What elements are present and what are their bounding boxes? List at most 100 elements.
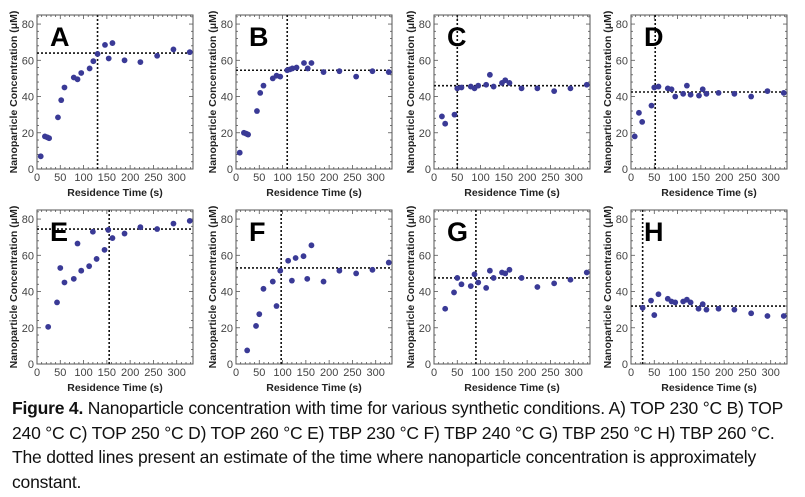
data-point <box>451 289 457 296</box>
y-tick-label: 20 <box>419 128 431 140</box>
data-point <box>475 279 482 286</box>
data-point <box>631 133 638 140</box>
x-tick-label: 0 <box>233 367 239 379</box>
y-tick-label: 20 <box>22 128 34 140</box>
y-axis-title: Nanoparticle Concentration (μM) <box>602 11 614 174</box>
x-tick-label: 50 <box>451 172 463 184</box>
data-point <box>442 120 449 127</box>
panel-d: 0 50 100 150 200 250 300 0 20 40 60 80 Residence Tim… <box>602 11 788 199</box>
data-point <box>273 303 280 309</box>
data-point <box>655 291 662 298</box>
y-tick-label: 40 <box>419 287 431 299</box>
panel-letter: H <box>644 217 664 247</box>
data-point <box>170 220 177 227</box>
y-tick-label: 0 <box>622 164 628 176</box>
y-tick-label: 20 <box>616 323 628 335</box>
data-point <box>74 76 81 83</box>
data-point <box>74 240 81 247</box>
x-tick-label: 200 <box>715 367 733 379</box>
x-tick-label: 100 <box>74 172 92 184</box>
data-point <box>703 306 710 313</box>
y-tick-label: 80 <box>22 19 34 31</box>
data-point <box>336 267 343 274</box>
x-axis-title: Residence Time (s) <box>67 187 163 199</box>
x-tick-label: 200 <box>121 172 139 184</box>
panel-letter: D <box>644 22 664 52</box>
panel-letter: A <box>50 22 70 52</box>
y-tick-label: 20 <box>616 128 628 140</box>
x-tick-label: 50 <box>54 367 66 379</box>
data-point <box>703 90 710 97</box>
x-tick-label: 150 <box>495 367 513 379</box>
x-tick-label: 200 <box>518 367 536 379</box>
panel-f: 0 50 100 150 200 250 300 0 20 40 60 80 Residence Tim… <box>207 206 393 394</box>
plot-frame <box>36 209 194 365</box>
x-tick-label: 150 <box>98 367 116 379</box>
data-point <box>655 83 662 90</box>
x-tick-label: 250 <box>738 172 756 184</box>
data-point <box>551 88 558 94</box>
x-tick-label: 50 <box>54 172 66 184</box>
x-tick-label: 0 <box>431 367 437 379</box>
x-tick-label: 0 <box>628 172 634 184</box>
data-point <box>86 65 93 72</box>
data-point <box>764 88 771 94</box>
data-point <box>731 90 738 97</box>
panel-c: 0 50 100 150 200 250 300 0 20 40 60 80 Residence Tim… <box>405 11 591 199</box>
x-tick-label: 250 <box>144 367 162 379</box>
y-tick-label: 0 <box>28 359 34 371</box>
data-point <box>186 217 193 224</box>
data-point <box>534 85 541 92</box>
data-point <box>58 97 65 104</box>
data-point <box>257 90 264 96</box>
data-point <box>121 57 128 64</box>
y-tick-label: 80 <box>221 19 233 31</box>
data-point <box>699 86 706 93</box>
data-point <box>55 114 61 121</box>
data-point <box>715 305 722 312</box>
data-point <box>483 285 490 291</box>
x-tick-label: 300 <box>168 172 186 184</box>
data-point <box>695 305 702 312</box>
x-tick-label: 200 <box>320 367 338 379</box>
data-point <box>245 131 252 138</box>
panel-letter: G <box>447 217 468 247</box>
x-tick-label: 200 <box>320 172 338 184</box>
y-tick-label: 60 <box>221 250 233 262</box>
data-point <box>78 267 85 274</box>
data-point <box>551 280 558 287</box>
x-tick-label: 50 <box>451 367 463 379</box>
data-point <box>458 84 465 91</box>
x-tick-label: 0 <box>34 367 40 379</box>
data-point <box>639 118 646 125</box>
data-point <box>154 52 161 59</box>
data-point <box>260 82 267 89</box>
y-tick-label: 0 <box>28 164 34 176</box>
data-point <box>137 224 144 231</box>
data-point <box>269 278 276 285</box>
x-tick-label: 100 <box>668 172 686 184</box>
data-point <box>61 279 68 286</box>
data-point <box>137 59 144 66</box>
plot-frame <box>630 209 788 365</box>
x-tick-label: 100 <box>471 367 489 379</box>
x-tick-label: 150 <box>692 172 710 184</box>
data-point <box>102 41 108 48</box>
x-tick-label: 250 <box>541 367 559 379</box>
data-point <box>648 297 654 304</box>
x-axis-title: Residence Time (s) <box>266 187 362 199</box>
data-point <box>483 81 490 88</box>
y-tick-label: 80 <box>419 214 431 226</box>
x-tick-label: 100 <box>273 172 291 184</box>
y-tick-label: 20 <box>419 323 431 335</box>
data-point <box>277 267 284 274</box>
x-tick-label: 300 <box>565 367 583 379</box>
data-point <box>651 312 658 318</box>
y-tick-label: 60 <box>616 250 628 262</box>
x-axis-title: Residence Time (s) <box>661 382 757 394</box>
data-point <box>518 85 525 92</box>
data-point <box>648 102 655 109</box>
data-point <box>486 71 493 78</box>
y-tick-label: 80 <box>616 214 628 226</box>
y-tick-label: 20 <box>22 323 34 335</box>
